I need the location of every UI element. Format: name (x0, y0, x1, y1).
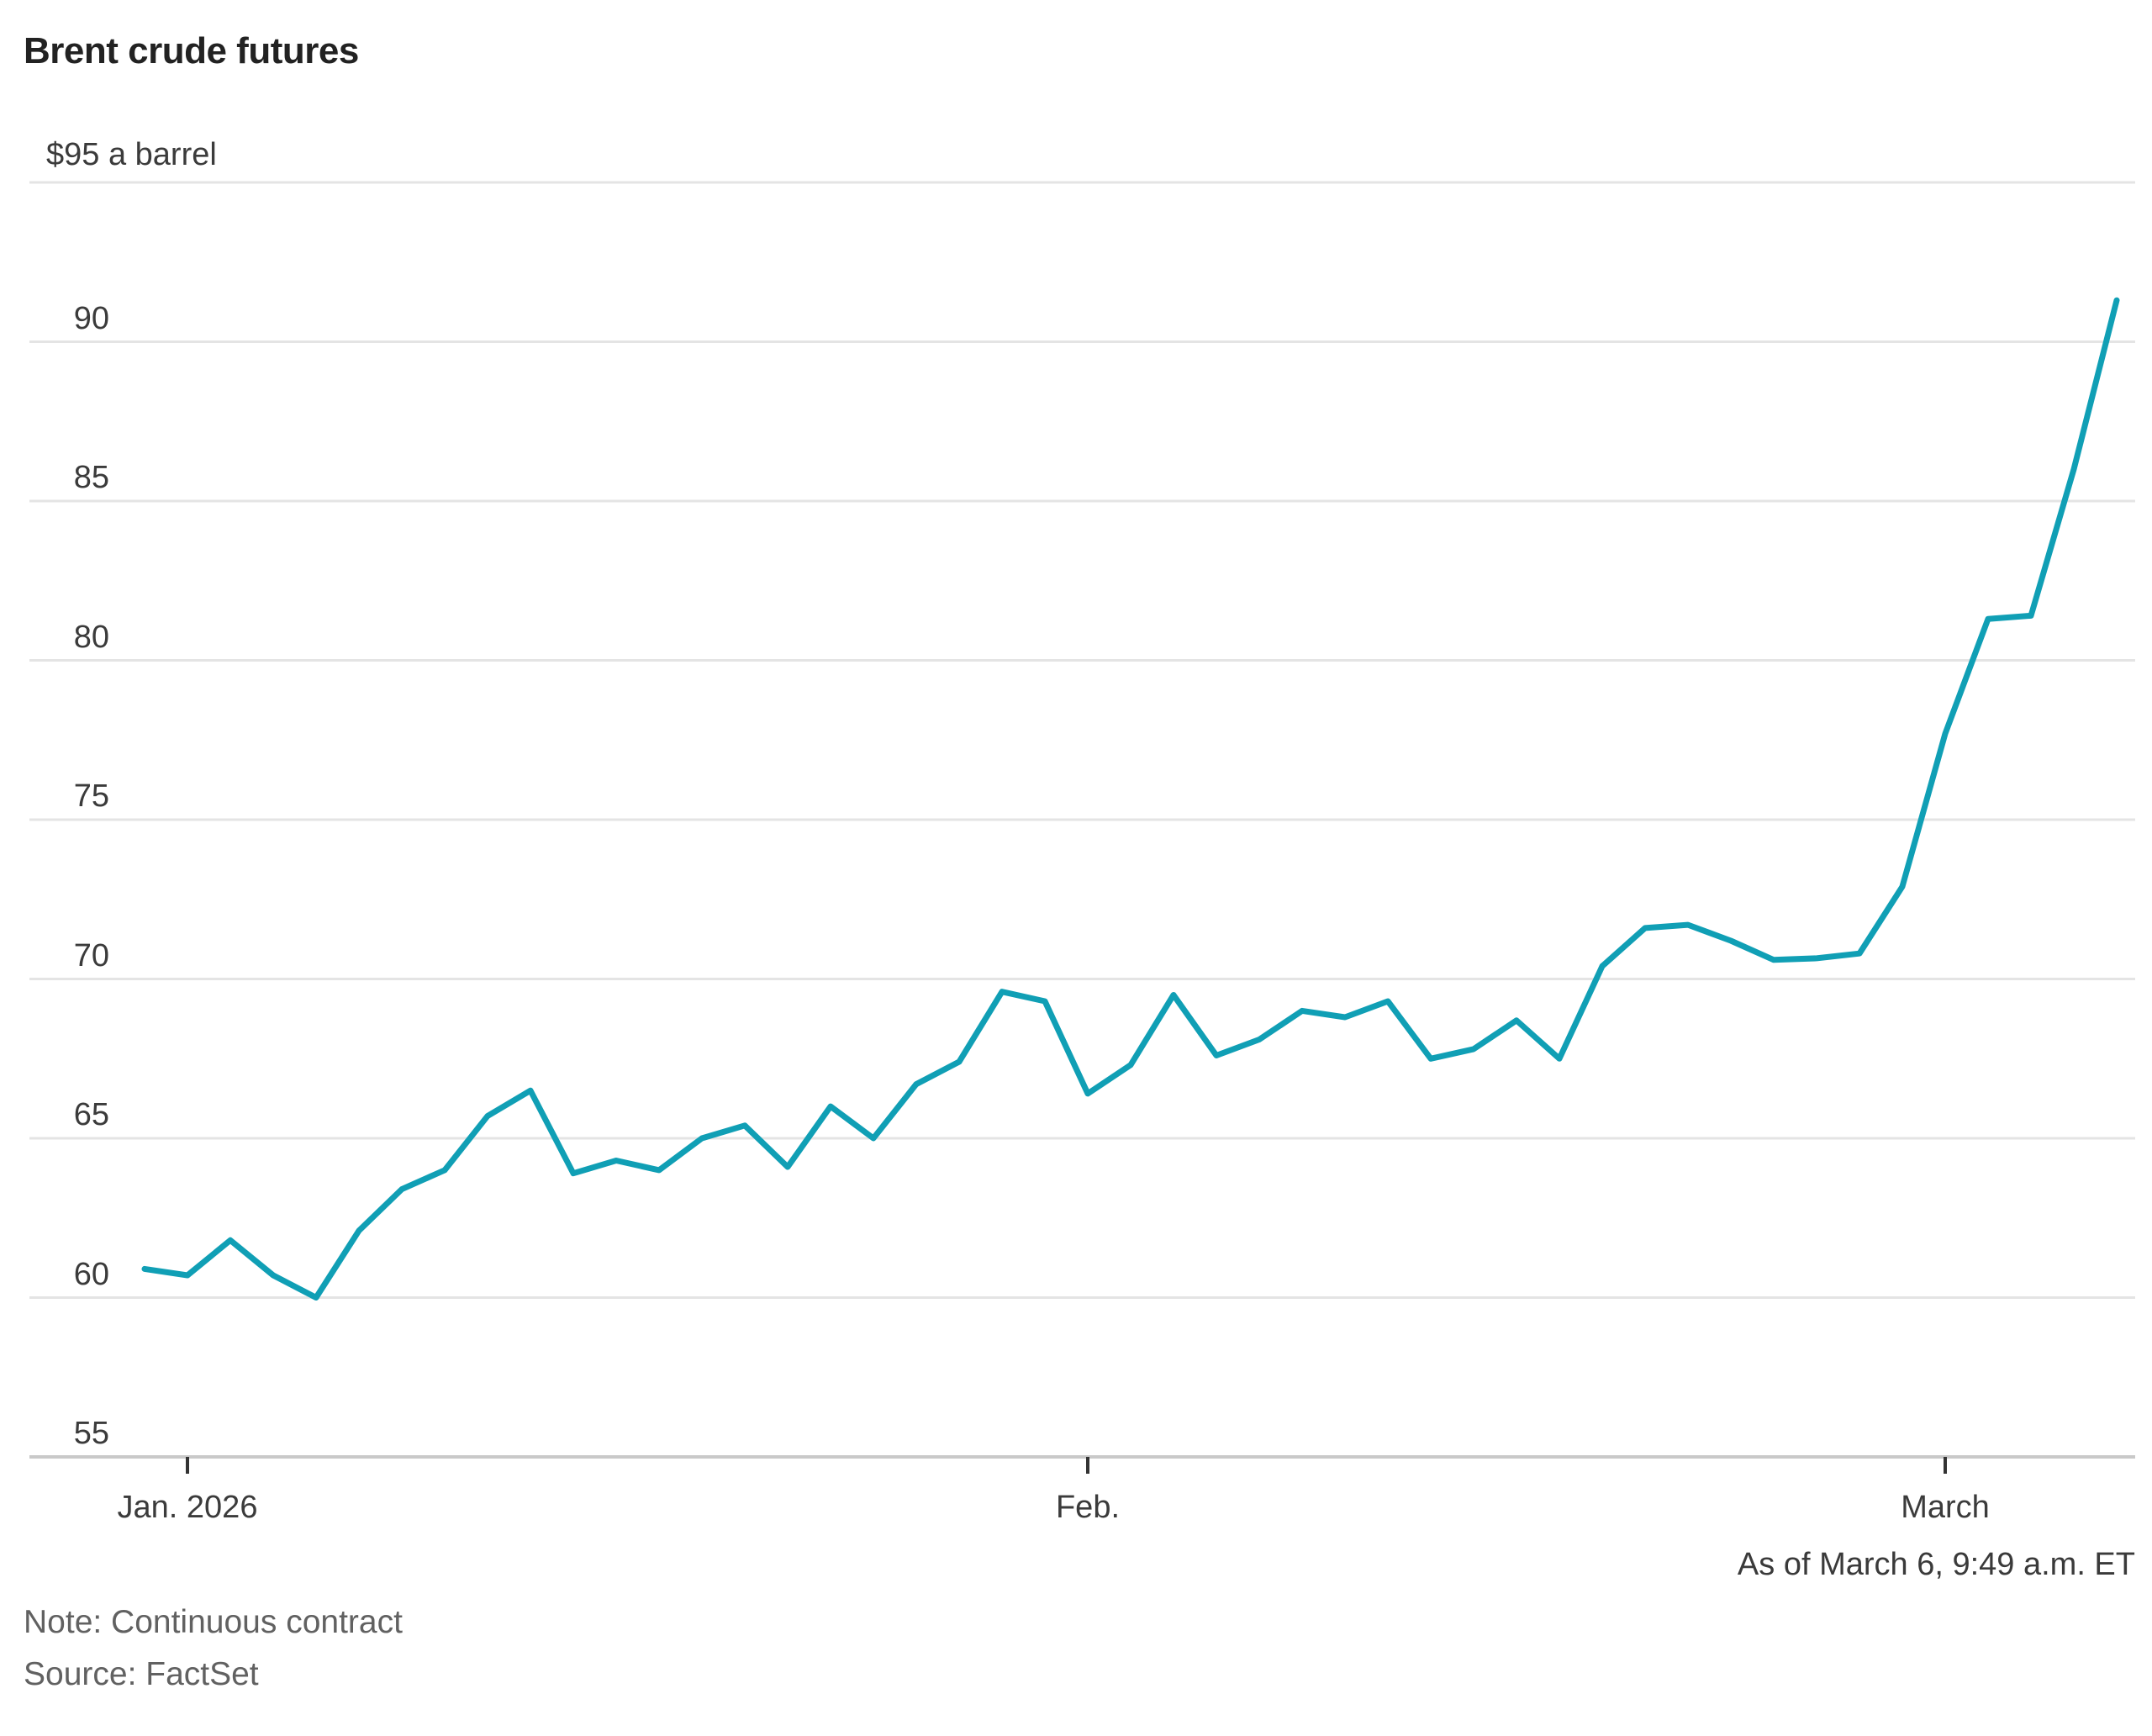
chart-source: Source: FactSet (24, 1656, 259, 1692)
y-axis-top-label: $95 a barrel (46, 137, 217, 172)
price-line-series (141, 297, 2120, 1301)
y-axis-label-85: 85 (73, 460, 109, 495)
y-axis-label-90: 90 (73, 300, 109, 336)
y-axis-label-65: 65 (73, 1097, 109, 1132)
chart-note: Note: Continuous contract (24, 1604, 403, 1640)
y-axis-label-55: 55 (73, 1416, 109, 1451)
y-axis-label-70: 70 (73, 937, 109, 974)
y-axis-label-75: 75 (73, 778, 109, 814)
page-title: Brent crude futures (24, 30, 359, 71)
y-axis-label-80: 80 (73, 619, 109, 655)
y-axis-label-60: 60 (73, 1256, 109, 1292)
x-axis-label-jan-2026: Jan. 2026 (117, 1490, 258, 1525)
x-axis-label-march: March (1901, 1490, 1990, 1525)
as-of-timestamp: As of March 6, 9:49 a.m. ET (1737, 1547, 2135, 1582)
x-axis-label-feb-: Feb. (1055, 1490, 1121, 1525)
